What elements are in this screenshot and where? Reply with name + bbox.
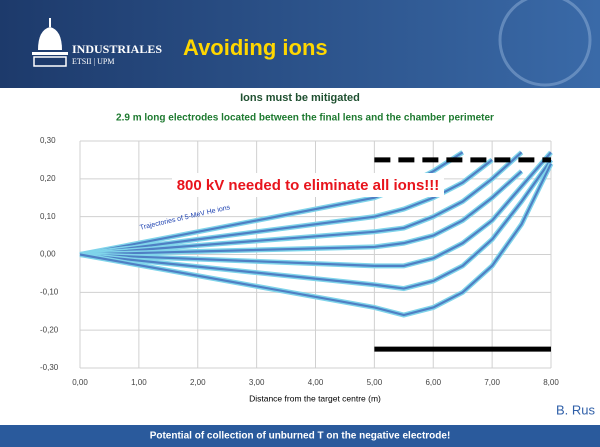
x-tick-label: 2,00: [190, 378, 206, 387]
trajectory: [79, 151, 523, 256]
y-tick-label: 0,30: [40, 136, 56, 145]
x-tick-label: 3,00: [249, 378, 265, 387]
author: B. Rus: [556, 402, 596, 417]
trajectory: [79, 151, 552, 267]
chart-subtitle: 2.9 m long electrodes located between th…: [116, 113, 494, 124]
plot: 0,30 0,20 0,10 0,00 -0,10 -0,20 -0,30 0,00 1,00 2…: [40, 136, 559, 387]
x-tick-label: 0,00: [72, 378, 88, 387]
x-tick-label: 6,00: [425, 378, 441, 387]
x-tick-label: 4,00: [308, 378, 324, 387]
y-tick-label: -0,30: [40, 363, 59, 372]
seal: [498, 0, 592, 87]
logo-sub: ETSII | UPM: [72, 57, 115, 66]
annotation-box: [172, 173, 444, 197]
chart-title: Ions must be mitigated: [240, 92, 360, 104]
logo-main: INDUSTRIALES: [72, 42, 162, 56]
slide-title: Avoiding ions: [183, 35, 328, 60]
footer-bar: [0, 425, 600, 447]
trajectory: [79, 163, 552, 317]
y-tick-label: 0,10: [40, 212, 56, 221]
x-tick-label: 5,00: [367, 378, 383, 387]
x-tick-label: 8,00: [543, 378, 559, 387]
y-tick-label: 0,20: [40, 174, 56, 183]
logo-icon: [32, 18, 68, 67]
y-tick-label: 0,00: [40, 250, 56, 259]
trajectory: [79, 159, 552, 290]
footer-text: Potential of collection of unburned T on…: [150, 431, 451, 442]
x-axis-label: Distance from the target centre (m): [249, 393, 381, 403]
trajectory: [79, 170, 523, 256]
y-tick-label: -0,10: [40, 287, 59, 296]
annotation: 800 kV needed to eliminate all ions!!!: [177, 177, 440, 194]
y-tick-label: -0,20: [40, 325, 59, 334]
x-tick-label: 1,00: [131, 378, 147, 387]
x-tick-label: 7,00: [484, 378, 500, 387]
trajectory: [79, 159, 493, 256]
